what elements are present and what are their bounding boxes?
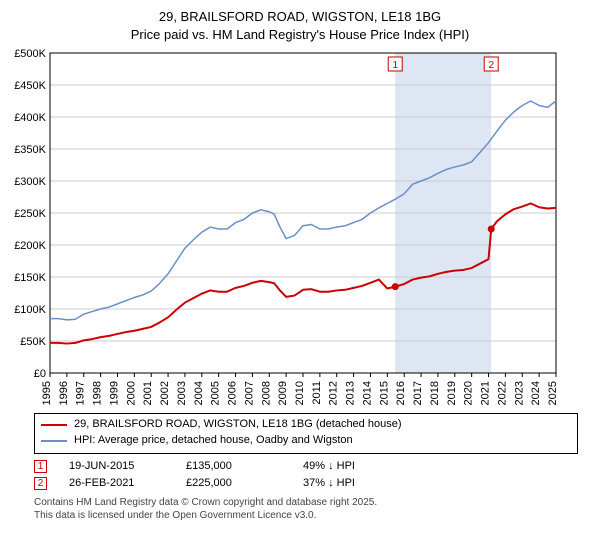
svg-text:1995: 1995 (41, 381, 53, 405)
legend-item: 29, BRAILSFORD ROAD, WIGSTON, LE18 1BG (… (41, 417, 571, 433)
svg-text:2024: 2024 (530, 381, 542, 405)
title-line1: 29, BRAILSFORD ROAD, WIGSTON, LE18 1BG (10, 8, 590, 26)
svg-text:2011: 2011 (311, 381, 323, 405)
svg-text:£50K: £50K (20, 336, 46, 348)
chart-title: 29, BRAILSFORD ROAD, WIGSTON, LE18 1BG P… (0, 0, 600, 47)
legend-label: 29, BRAILSFORD ROAD, WIGSTON, LE18 1BG (… (74, 417, 401, 433)
svg-text:1997: 1997 (75, 381, 87, 405)
svg-text:2: 2 (488, 60, 494, 71)
copyright-line2: This data is licensed under the Open Gov… (34, 509, 578, 523)
svg-text:2014: 2014 (361, 381, 373, 405)
svg-text:2010: 2010 (294, 381, 306, 405)
sale-marker: 1 (34, 460, 47, 473)
svg-text:£450K: £450K (14, 80, 46, 92)
svg-text:2016: 2016 (395, 381, 407, 405)
copyright-line1: Contains HM Land Registry data © Crown c… (34, 496, 578, 510)
sale-price: £225,000 (186, 477, 281, 489)
svg-text:£200K: £200K (14, 240, 46, 252)
legend-item: HPI: Average price, detached house, Oadb… (41, 433, 571, 449)
plot-area: £0 £50K £100K £150K £200K £250K £300K £350K £400… (10, 47, 570, 409)
svg-text:1: 1 (392, 60, 398, 71)
sale-marker: 2 (34, 477, 47, 490)
svg-text:£100K: £100K (14, 304, 46, 316)
sale-row: 1 19-JUN-2015 £135,000 49% ↓ HPI (34, 460, 578, 473)
svg-text:1998: 1998 (92, 381, 104, 405)
svg-text:2005: 2005 (210, 381, 222, 405)
svg-text:£500K: £500K (14, 48, 46, 60)
svg-text:£0: £0 (34, 368, 46, 380)
svg-text:2021: 2021 (480, 381, 492, 405)
svg-text:2015: 2015 (378, 381, 390, 405)
svg-text:2006: 2006 (227, 381, 239, 405)
svg-text:2012: 2012 (328, 381, 340, 405)
svg-text:2003: 2003 (176, 381, 188, 405)
svg-text:2004: 2004 (193, 381, 205, 405)
svg-text:£400K: £400K (14, 112, 46, 124)
svg-text:£150K: £150K (14, 272, 46, 284)
title-line2: Price paid vs. HM Land Registry's House … (10, 26, 590, 44)
svg-text:2023: 2023 (513, 381, 525, 405)
svg-text:2002: 2002 (159, 381, 171, 405)
svg-text:1999: 1999 (108, 381, 120, 405)
svg-text:2019: 2019 (446, 381, 458, 405)
legend-swatch (41, 440, 67, 442)
sale-diff: 49% ↓ HPI (303, 460, 398, 472)
svg-text:2013: 2013 (345, 381, 357, 405)
legend-swatch (41, 424, 67, 426)
sale-diff: 37% ↓ HPI (303, 477, 398, 489)
svg-text:2007: 2007 (243, 381, 255, 405)
svg-text:£300K: £300K (14, 176, 46, 188)
svg-text:2022: 2022 (496, 381, 508, 405)
svg-text:2017: 2017 (412, 381, 424, 405)
copyright-notice: Contains HM Land Registry data © Crown c… (34, 496, 578, 523)
svg-text:2008: 2008 (260, 381, 272, 405)
sale-row: 2 26-FEB-2021 £225,000 37% ↓ HPI (34, 477, 578, 490)
legend-box: 29, BRAILSFORD ROAD, WIGSTON, LE18 1BG (… (34, 413, 578, 454)
sales-table: 1 19-JUN-2015 £135,000 49% ↓ HPI 2 26-FEB-202… (34, 460, 578, 490)
svg-text:1996: 1996 (58, 381, 70, 405)
svg-text:2000: 2000 (125, 381, 137, 405)
sale-date: 26-FEB-2021 (69, 477, 164, 489)
svg-text:2001: 2001 (142, 381, 154, 405)
svg-text:2020: 2020 (463, 381, 475, 405)
svg-text:£250K: £250K (14, 208, 46, 220)
legend-label: HPI: Average price, detached house, Oadb… (74, 433, 353, 449)
svg-text:£350K: £350K (14, 144, 46, 156)
sale-price: £135,000 (186, 460, 281, 472)
chart-container: 29, BRAILSFORD ROAD, WIGSTON, LE18 1BG P… (0, 0, 600, 560)
svg-text:2018: 2018 (429, 381, 441, 405)
svg-text:2025: 2025 (547, 381, 559, 405)
svg-text:2009: 2009 (277, 381, 289, 405)
chart-svg: £0 £50K £100K £150K £200K £250K £300K £350K £400… (10, 47, 570, 409)
sale-date: 19-JUN-2015 (69, 460, 164, 472)
